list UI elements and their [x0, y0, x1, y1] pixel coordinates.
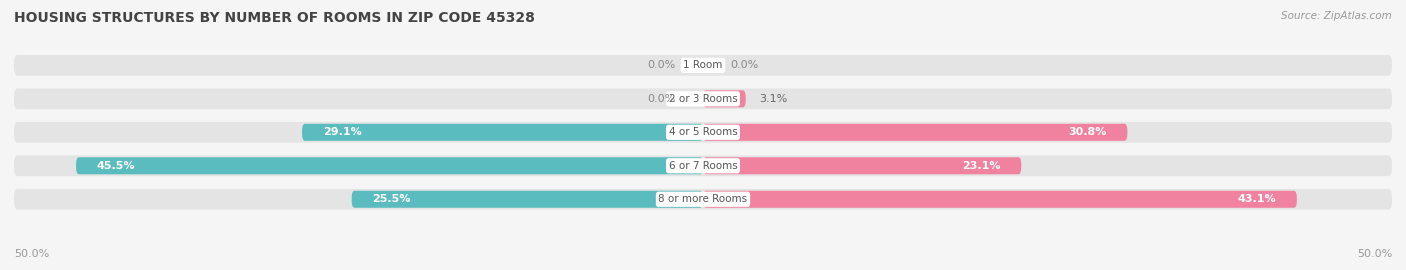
FancyBboxPatch shape: [14, 122, 1392, 143]
FancyBboxPatch shape: [14, 156, 1392, 176]
Text: 0.0%: 0.0%: [647, 60, 675, 70]
Text: 3.1%: 3.1%: [759, 94, 787, 104]
Text: 30.8%: 30.8%: [1069, 127, 1107, 137]
Text: 0.0%: 0.0%: [731, 60, 759, 70]
FancyBboxPatch shape: [14, 55, 1392, 76]
FancyBboxPatch shape: [14, 189, 1392, 210]
Text: 29.1%: 29.1%: [323, 127, 361, 137]
Text: 50.0%: 50.0%: [14, 249, 49, 259]
FancyBboxPatch shape: [352, 191, 703, 208]
FancyBboxPatch shape: [703, 90, 745, 107]
FancyBboxPatch shape: [703, 124, 1128, 141]
Text: 1 Room: 1 Room: [683, 60, 723, 70]
Text: 4 or 5 Rooms: 4 or 5 Rooms: [669, 127, 737, 137]
FancyBboxPatch shape: [14, 89, 1392, 109]
Text: 8 or more Rooms: 8 or more Rooms: [658, 194, 748, 204]
FancyBboxPatch shape: [76, 157, 703, 174]
Text: 45.5%: 45.5%: [97, 161, 135, 171]
Text: 25.5%: 25.5%: [373, 194, 411, 204]
Text: 50.0%: 50.0%: [1357, 249, 1392, 259]
Text: Source: ZipAtlas.com: Source: ZipAtlas.com: [1281, 11, 1392, 21]
Text: 23.1%: 23.1%: [962, 161, 1001, 171]
FancyBboxPatch shape: [302, 124, 703, 141]
Text: 43.1%: 43.1%: [1237, 194, 1277, 204]
Text: 0.0%: 0.0%: [647, 94, 675, 104]
FancyBboxPatch shape: [703, 191, 1296, 208]
FancyBboxPatch shape: [703, 157, 1021, 174]
Text: 6 or 7 Rooms: 6 or 7 Rooms: [669, 161, 737, 171]
Text: HOUSING STRUCTURES BY NUMBER OF ROOMS IN ZIP CODE 45328: HOUSING STRUCTURES BY NUMBER OF ROOMS IN…: [14, 11, 534, 25]
Text: 2 or 3 Rooms: 2 or 3 Rooms: [669, 94, 737, 104]
